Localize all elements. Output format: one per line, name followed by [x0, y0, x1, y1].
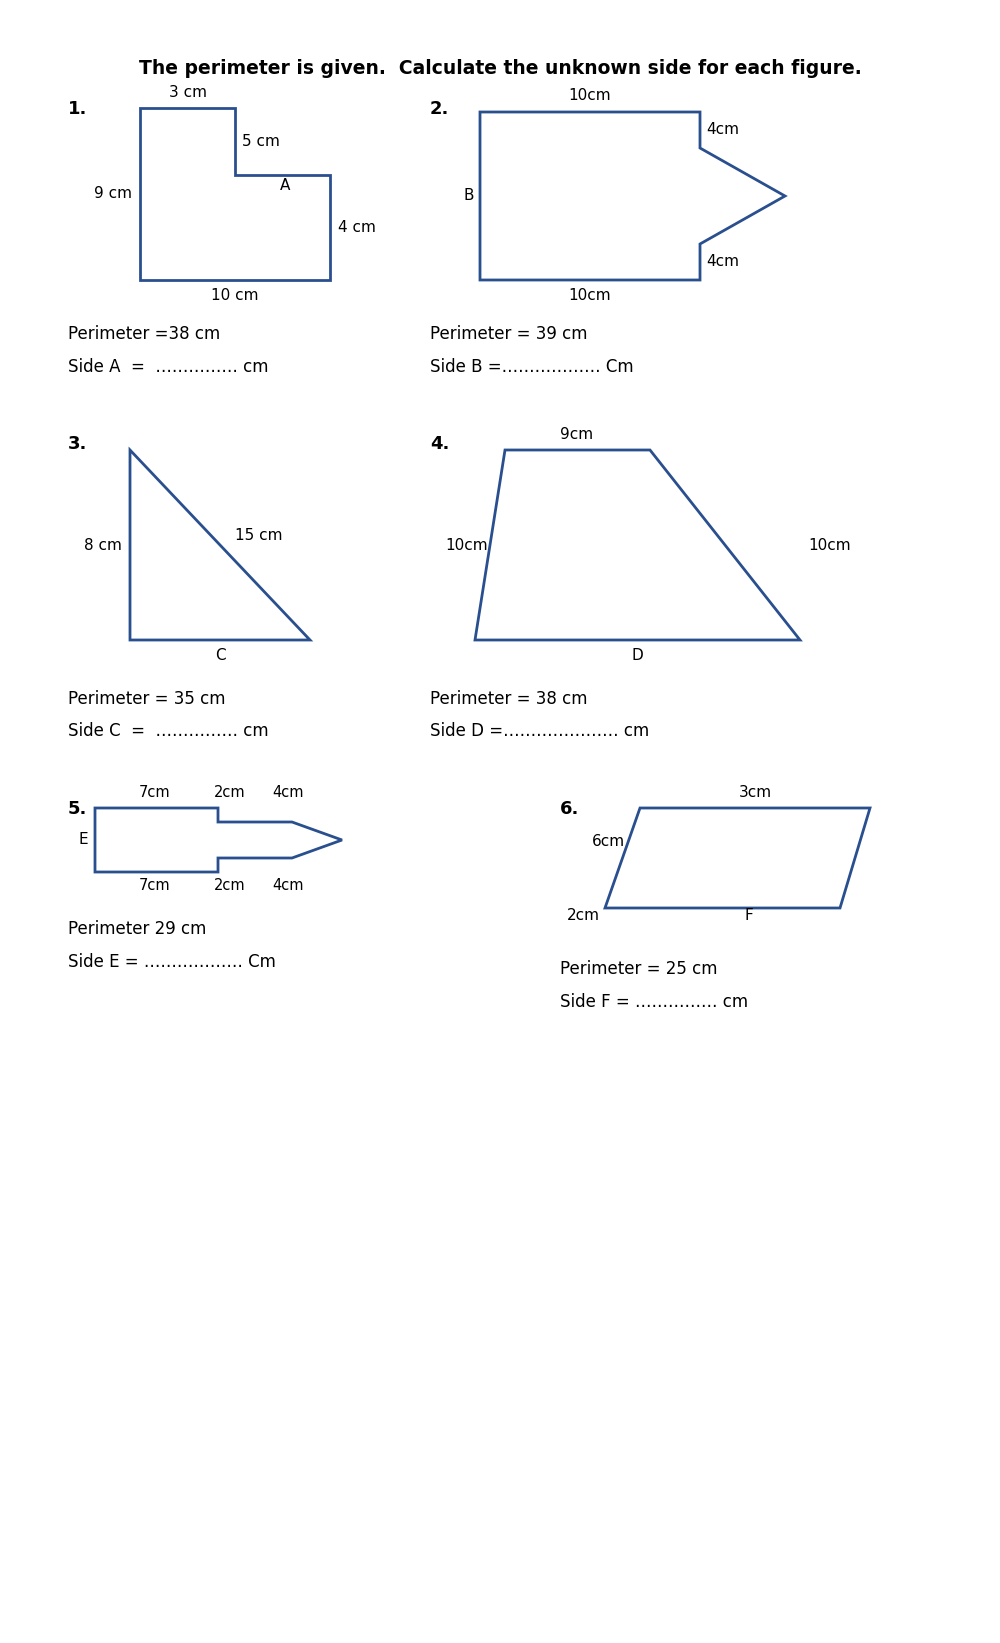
Text: Side B =……………… Cm: Side B =……………… Cm [430, 358, 634, 376]
Text: 3.: 3. [68, 435, 87, 453]
Text: 6.: 6. [560, 800, 579, 818]
Text: 2cm: 2cm [567, 907, 600, 922]
Text: Perimeter = 38 cm: Perimeter = 38 cm [430, 690, 588, 708]
Text: 7cm: 7cm [139, 785, 171, 800]
Text: 15 cm: 15 cm [235, 527, 283, 542]
Text: 9cm: 9cm [560, 427, 594, 442]
Text: 7cm: 7cm [139, 877, 171, 894]
Text: 1.: 1. [68, 100, 87, 118]
Text: Side E = ……………… Cm: Side E = ……………… Cm [68, 953, 276, 971]
Text: 6cm: 6cm [592, 835, 625, 849]
Text: Side A  =  …………… cm: Side A = …………… cm [68, 358, 268, 376]
Text: 8 cm: 8 cm [84, 537, 122, 552]
Text: 4 cm: 4 cm [338, 220, 376, 235]
Text: 10cm: 10cm [569, 89, 611, 104]
Text: Perimeter = 39 cm: Perimeter = 39 cm [430, 325, 588, 343]
Text: Side D =………………… cm: Side D =………………… cm [430, 721, 649, 739]
Text: 2cm: 2cm [214, 877, 246, 894]
Text: 2cm: 2cm [214, 785, 246, 800]
Text: 4cm: 4cm [272, 785, 304, 800]
Text: B: B [464, 189, 474, 204]
Text: Side C  =  …………… cm: Side C = …………… cm [68, 721, 269, 739]
Text: Perimeter =38 cm: Perimeter =38 cm [68, 325, 220, 343]
Text: 3cm: 3cm [738, 785, 772, 800]
Text: 2.: 2. [430, 100, 449, 118]
Text: Side F = …………… cm: Side F = …………… cm [560, 992, 748, 1010]
Text: F: F [745, 907, 754, 922]
Text: 9 cm: 9 cm [94, 187, 132, 202]
Text: D: D [631, 647, 643, 664]
Text: Perimeter 29 cm: Perimeter 29 cm [68, 920, 206, 938]
Text: A: A [280, 177, 290, 192]
Text: The perimeter is given.  Calculate the unknown side for each figure.: The perimeter is given. Calculate the un… [139, 59, 861, 77]
Text: E: E [78, 833, 88, 848]
Text: 4.: 4. [430, 435, 449, 453]
Text: Perimeter = 25 cm: Perimeter = 25 cm [560, 960, 718, 978]
Text: 10cm: 10cm [569, 288, 611, 302]
Text: 5.: 5. [68, 800, 87, 818]
Text: 4cm: 4cm [706, 123, 739, 138]
Text: C: C [215, 647, 225, 664]
Text: 10 cm: 10 cm [211, 288, 259, 302]
Text: 5 cm: 5 cm [242, 135, 280, 150]
Text: 4cm: 4cm [272, 877, 304, 894]
Text: 3 cm: 3 cm [169, 85, 207, 100]
Text: 10cm: 10cm [445, 537, 488, 552]
Text: 4cm: 4cm [706, 255, 739, 269]
Text: 10cm: 10cm [808, 537, 851, 552]
Text: Perimeter = 35 cm: Perimeter = 35 cm [68, 690, 226, 708]
